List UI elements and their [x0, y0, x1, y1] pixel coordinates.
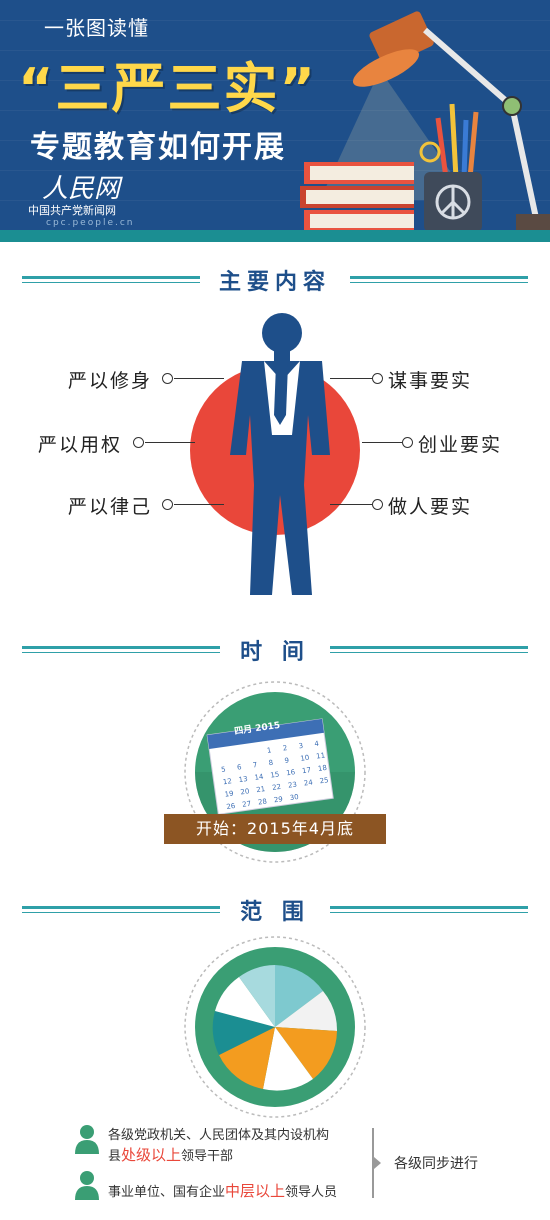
section-divider-right-thin — [330, 652, 528, 653]
calendar-day: 28 — [258, 797, 268, 806]
scope-row2-prefix: 事业单位、国有企业 — [108, 1185, 226, 1200]
calendar-day: 18 — [317, 764, 327, 773]
calendar-day: 2 — [282, 744, 288, 753]
book-stack-icon — [300, 162, 414, 242]
pie-chart-icon — [212, 965, 338, 1091]
content-item-left-3: 严以律己 — [68, 496, 153, 518]
calendar-day: 19 — [224, 790, 234, 799]
section-divider-right — [350, 276, 528, 279]
header-banner: 一张图读懂 “三严三实” 专题教育如何开展 人民网 中国共产党新闻网 cpc.p… — [0, 0, 550, 242]
calendar-day: 1 — [266, 746, 272, 755]
businessman-icon — [230, 313, 330, 595]
calendar-day: 29 — [273, 795, 283, 804]
calendar-day: 20 — [240, 787, 250, 796]
connector-line — [330, 504, 372, 505]
desk-lamp-icon — [352, 11, 550, 232]
header-title: “三严三实” — [18, 57, 317, 120]
calendar-day: 7 — [252, 761, 258, 770]
scope-bracket-arrow — [374, 1157, 381, 1169]
calendar-day: 23 — [287, 781, 297, 790]
calendar-day: 15 — [270, 770, 280, 779]
desk-illustration — [300, 11, 550, 242]
calendar-day: 27 — [242, 800, 252, 809]
calendar-day: 11 — [316, 751, 326, 760]
section-title-time: 时 间 — [240, 639, 310, 665]
connector-dot — [372, 373, 383, 384]
section-title-scope: 范 围 — [240, 899, 310, 925]
content-item-right-3: 做人要实 — [388, 496, 473, 518]
section-divider-left-thin — [22, 282, 200, 283]
calendar-day: 30 — [289, 793, 299, 802]
section-divider-left — [22, 276, 200, 279]
time-ribbon: 开始：2015年4月底 — [164, 814, 386, 844]
scope-row1-suffix: 领导干部 — [181, 1149, 234, 1164]
calendar-day: 16 — [286, 768, 296, 777]
calendar-day: 26 — [226, 802, 236, 811]
calendar-day: 9 — [284, 756, 290, 765]
calendar-day: 22 — [272, 783, 282, 792]
section-divider-left-thin — [22, 912, 220, 913]
header-subtitle: 一张图读懂 — [44, 16, 149, 40]
calendar-day: 8 — [268, 759, 274, 768]
person-icon — [75, 1171, 99, 1200]
scope-row1-line2: 县处级以上领导干部 — [108, 1144, 233, 1165]
header-title-line2: 专题教育如何开展 — [30, 130, 286, 165]
content-item-left-1: 严以修身 — [68, 370, 153, 392]
content-item-right-1: 谋事要实 — [388, 370, 473, 392]
person-icon — [75, 1125, 99, 1154]
calendar-day: 3 — [298, 742, 304, 751]
connector-line — [330, 378, 372, 379]
section-divider-left — [22, 646, 220, 649]
scope-row1-prefix: 县 — [108, 1149, 122, 1164]
connector-line — [145, 442, 195, 443]
businessman-illustration — [190, 313, 360, 595]
logo-url: cpc.people.cn — [46, 218, 135, 228]
calendar-day: 12 — [222, 777, 232, 786]
connector-dot — [402, 437, 413, 448]
content-item-left-2: 严以用权 — [38, 434, 123, 456]
connector-line — [174, 504, 224, 505]
section-divider-right-thin — [350, 282, 528, 283]
scope-row2-highlight: 中层以上 — [225, 1182, 286, 1200]
calendar-day: 14 — [254, 773, 264, 782]
calendar-day: 21 — [256, 785, 266, 794]
calendar-day: 5 — [221, 765, 227, 774]
calendar-day: 17 — [302, 766, 312, 775]
header-base-strip — [0, 230, 550, 242]
connector-line — [362, 442, 402, 443]
scope-row1-highlight: 处级以上 — [121, 1146, 182, 1164]
people-logo: 人民网 — [42, 174, 121, 204]
connector-dot — [372, 499, 383, 510]
scope-row2: 事业单位、国有企业中层以上领导人员 — [108, 1180, 337, 1201]
section-divider-left-thin — [22, 652, 220, 653]
section-divider-right — [330, 646, 528, 649]
section-divider-right-thin — [330, 912, 528, 913]
scope-row1-line1: 各级党政机关、人民团体及其内设机构 — [108, 1128, 330, 1143]
pie-illustration — [184, 936, 366, 1118]
section-divider-left — [22, 906, 220, 909]
calendar-day: 13 — [238, 775, 248, 784]
calendar-day: 25 — [319, 776, 329, 785]
section-divider-right — [330, 906, 528, 909]
connector-dot — [162, 499, 173, 510]
scope-row2-suffix: 领导人员 — [285, 1185, 338, 1200]
connector-dot — [162, 373, 173, 384]
calendar-day: 4 — [314, 740, 320, 749]
calendar-day: 24 — [303, 778, 313, 787]
calendar-day: 10 — [300, 754, 310, 763]
connector-dot — [133, 437, 144, 448]
connector-line — [174, 378, 224, 379]
logo-org-name: 中国共产党新闻网 — [28, 204, 116, 217]
pen-cup-icon — [419, 103, 482, 232]
section-title-main-content: 主要内容 — [218, 269, 331, 295]
scope-note: 各级同步进行 — [394, 1156, 478, 1172]
calendar-day: 6 — [236, 763, 242, 772]
content-item-right-2: 创业要实 — [418, 434, 503, 456]
scope-bracket — [372, 1128, 374, 1198]
